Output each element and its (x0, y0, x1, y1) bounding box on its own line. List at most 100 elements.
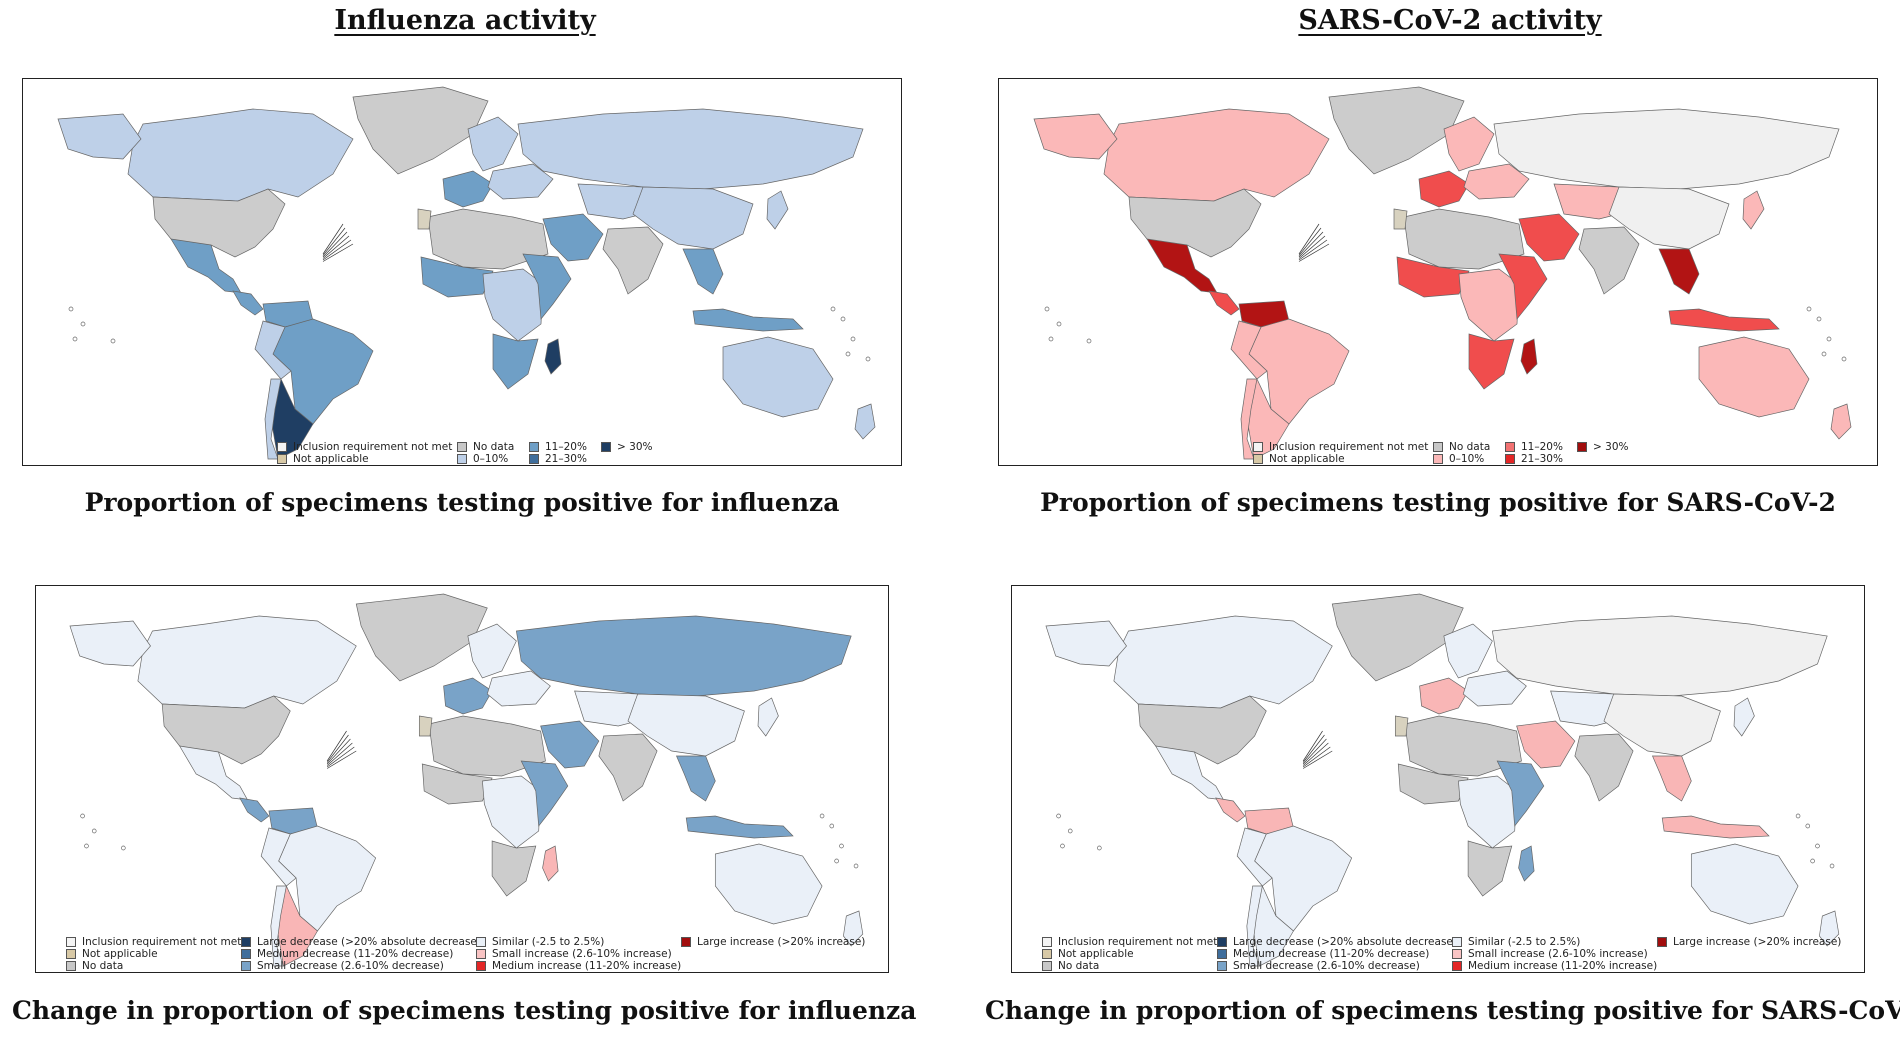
region-north-africa (1404, 715, 1522, 777)
region-russia (1491, 615, 1828, 697)
region-east-africa (520, 760, 569, 827)
legend-swatch (1577, 442, 1587, 452)
region-west-africa (1396, 256, 1470, 298)
region-madagascar (544, 338, 562, 375)
world-map (1033, 86, 1852, 460)
legend-label: 11–20% (1521, 441, 1563, 453)
region-scandinavia (467, 623, 517, 679)
legend-item: Large increase (>20% increase) (1657, 936, 1841, 948)
region-western-europe (1419, 677, 1469, 715)
legend-item: Not applicable (1253, 453, 1428, 465)
island-callout-line (1298, 227, 1322, 256)
legend-label: No data (82, 960, 124, 972)
legend-label: 21–30% (545, 453, 587, 465)
island-callout-line (1302, 746, 1331, 768)
world-map (57, 86, 876, 460)
legend-label: Medium increase (11-20% increase) (492, 960, 682, 972)
region-eastern-europe (1463, 163, 1530, 200)
region-madagascar (1520, 338, 1538, 375)
region-alaska (1033, 113, 1118, 160)
region-new-zealand (843, 910, 864, 947)
region-middle-east (1516, 720, 1576, 769)
legend-swatch (1505, 454, 1515, 464)
legend-item: Small decrease (2.6-10% decrease) (1217, 960, 1457, 972)
region-scandinavia (1443, 623, 1493, 679)
region-india (1574, 733, 1634, 802)
legend-label: > 30% (1593, 441, 1629, 453)
region-southeast-asia (1658, 248, 1700, 295)
island-callout-line (322, 231, 348, 258)
legend-swatch (241, 937, 251, 947)
legend-label: No data (473, 441, 515, 453)
legend-item: Not applicable (66, 948, 241, 960)
region-alaska (57, 113, 142, 160)
region-sahara-na (417, 208, 432, 230)
island-callout-line (322, 243, 354, 262)
island-callout-line (1302, 738, 1327, 765)
island-callout-line (322, 227, 346, 256)
legend-column: Inclusion requirement not met Not applica… (1042, 936, 1217, 972)
sars-cov-2-positivity-caption: Proportion of specimens testing positive… (1040, 488, 1836, 517)
legend-swatch (1505, 442, 1515, 452)
legend-swatch (1253, 454, 1263, 464)
legend-swatch (1433, 454, 1443, 464)
region-canada (1103, 108, 1330, 202)
region-alaska (1045, 620, 1127, 667)
sars-cov-2-activity-title: SARS-CoV-2 activity (1298, 5, 1602, 36)
region-australia (714, 843, 823, 925)
region-andes (1230, 320, 1268, 380)
island-callout-line (326, 738, 351, 765)
region-new-zealand (1819, 910, 1840, 947)
region-middle-east (542, 213, 604, 262)
legend-swatch (66, 937, 76, 947)
sars-cov-2-change-map: Inclusion requirement not met Not applica… (1011, 585, 1865, 973)
legend-item: Inclusion requirement not met (277, 441, 452, 453)
legend-swatch (1452, 961, 1462, 971)
small-island-marker (1044, 306, 1050, 312)
region-eastern-europe (487, 163, 554, 200)
legend-label: Medium decrease (11-20% decrease) (257, 948, 454, 960)
legend-label: Small decrease (2.6-10% decrease) (1233, 960, 1420, 972)
small-island-marker (1816, 316, 1822, 322)
influenza-positivity-map: Inclusion requirement not met Not applica… (22, 78, 902, 466)
island-callout-line (326, 750, 357, 769)
legend-label: Large decrease (>20% absolute decrease) (1233, 936, 1457, 948)
legend-swatch (277, 442, 287, 452)
island-callout-line (322, 223, 344, 255)
island-callout-line (322, 235, 350, 259)
region-eastern-europe (486, 670, 551, 707)
legend-item: Large decrease (>20% absolute decrease) (241, 936, 481, 948)
legend-label: Large decrease (>20% absolute decrease) (257, 936, 481, 948)
world-map (1045, 593, 1840, 967)
region-russia (517, 108, 864, 190)
region-india (602, 226, 664, 295)
region-scandinavia (1443, 116, 1495, 172)
small-island-marker (1067, 828, 1073, 834)
legend-item: Medium decrease (11-20% decrease) (241, 948, 481, 960)
small-island-marker (834, 858, 839, 864)
region-japan (1742, 190, 1765, 230)
legend-item: Medium increase (11-20% increase) (476, 960, 681, 972)
legend-column: No data 0–10% (1433, 441, 1490, 465)
region-greenland (355, 593, 488, 682)
legend-swatch (1452, 937, 1462, 947)
region-north-africa (428, 715, 546, 777)
island-callout-line (1302, 734, 1325, 763)
region-central-africa (1458, 268, 1520, 342)
region-eastern-europe (1462, 670, 1527, 707)
legend-label: 21–30% (1521, 453, 1563, 465)
small-island-marker (80, 813, 85, 819)
influenza-positivity-caption: Proportion of specimens testing positive… (84, 488, 840, 517)
small-island-marker (830, 306, 836, 312)
legend-item: Inclusion requirement not met (66, 936, 241, 948)
island-callout-line (326, 746, 355, 768)
small-island-marker (1806, 306, 1812, 312)
region-india (1578, 226, 1640, 295)
region-east-africa (1498, 253, 1548, 320)
legend-item: No data (1042, 960, 1217, 972)
influenza-change-caption: Change in proportion of specimens testin… (12, 996, 917, 1025)
small-island-marker (1795, 813, 1801, 819)
legend-swatch (457, 454, 467, 464)
legend-swatch (681, 937, 691, 947)
legend-swatch (529, 442, 539, 452)
